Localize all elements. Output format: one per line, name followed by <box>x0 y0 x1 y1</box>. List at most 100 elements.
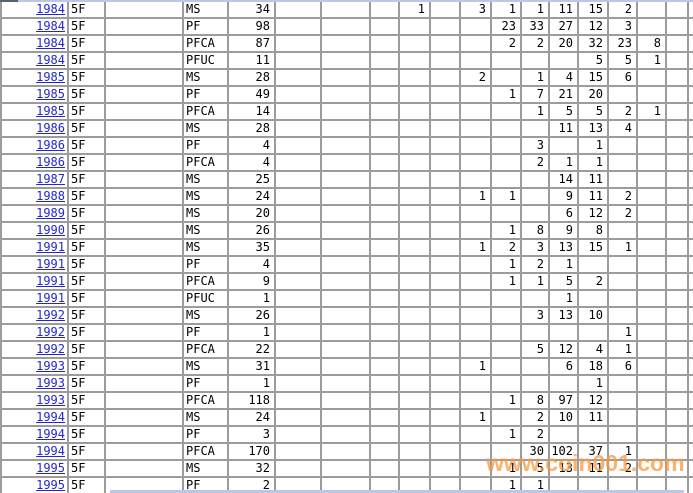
edge-cell[interactable] <box>689 410 693 425</box>
empty-cell[interactable] <box>106 444 182 459</box>
value-cell[interactable] <box>431 240 459 255</box>
edge-cell[interactable] <box>689 342 693 357</box>
floor-cell[interactable]: 5F <box>69 36 104 51</box>
empty-cell[interactable] <box>371 155 398 170</box>
value-cell[interactable] <box>638 359 665 374</box>
value-cell[interactable] <box>667 121 687 136</box>
value-cell[interactable] <box>461 19 490 34</box>
empty-cell[interactable] <box>322 461 369 476</box>
value-cell[interactable]: 1 <box>579 376 607 391</box>
value-cell[interactable]: 1 <box>492 257 520 272</box>
value-cell[interactable] <box>492 121 520 136</box>
value-cell[interactable] <box>550 53 577 68</box>
floor-cell[interactable]: 5F <box>69 461 104 476</box>
value-cell[interactable] <box>431 376 459 391</box>
empty-cell[interactable] <box>322 172 369 187</box>
code-cell[interactable]: MS <box>184 410 227 425</box>
value-cell[interactable] <box>431 206 459 221</box>
empty-cell[interactable] <box>276 70 320 85</box>
value-cell[interactable]: 5 <box>609 53 636 68</box>
value-cell[interactable]: 18 <box>579 359 607 374</box>
edge-cell[interactable] <box>689 19 693 34</box>
value-cell[interactable] <box>492 308 520 323</box>
year-link[interactable]: 1984 <box>2 2 67 17</box>
value-cell[interactable]: 10 <box>550 410 577 425</box>
floor-cell[interactable]: 5F <box>69 393 104 408</box>
empty-cell[interactable] <box>371 257 398 272</box>
value-cell[interactable]: 1 <box>492 87 520 102</box>
value-cell[interactable]: 1 <box>492 2 520 17</box>
value-cell[interactable] <box>431 189 459 204</box>
year-link[interactable]: 1995 <box>2 461 67 476</box>
floor-cell[interactable]: 5F <box>69 121 104 136</box>
value-cell[interactable] <box>461 342 490 357</box>
value-cell[interactable] <box>461 53 490 68</box>
value-cell[interactable] <box>461 393 490 408</box>
empty-cell[interactable] <box>371 410 398 425</box>
code-cell[interactable]: PFCA <box>184 104 227 119</box>
value-cell[interactable]: 3 <box>461 2 490 17</box>
year-link[interactable]: 1984 <box>2 36 67 51</box>
empty-cell[interactable] <box>322 240 369 255</box>
value-cell[interactable]: 2 <box>609 2 636 17</box>
value-cell[interactable] <box>550 478 577 493</box>
value-cell[interactable] <box>667 308 687 323</box>
value-cell[interactable] <box>638 478 665 493</box>
floor-cell[interactable]: 5F <box>69 19 104 34</box>
empty-cell[interactable] <box>276 19 320 34</box>
edge-cell[interactable] <box>689 70 693 85</box>
count-cell[interactable]: 49 <box>229 87 274 102</box>
value-cell[interactable]: 4 <box>579 342 607 357</box>
count-cell[interactable]: 31 <box>229 359 274 374</box>
value-cell[interactable] <box>609 410 636 425</box>
value-cell[interactable]: 12 <box>579 206 607 221</box>
code-cell[interactable]: MS <box>184 240 227 255</box>
empty-cell[interactable] <box>106 172 182 187</box>
empty-cell[interactable] <box>106 223 182 238</box>
value-cell[interactable] <box>461 376 490 391</box>
count-cell[interactable]: 4 <box>229 138 274 153</box>
value-cell[interactable]: 2 <box>461 70 490 85</box>
empty-cell[interactable] <box>276 308 320 323</box>
count-cell[interactable]: 118 <box>229 393 274 408</box>
value-cell[interactable] <box>667 189 687 204</box>
value-cell[interactable] <box>431 53 459 68</box>
year-link[interactable]: 1992 <box>2 325 67 340</box>
value-cell[interactable] <box>400 325 429 340</box>
value-cell[interactable]: 37 <box>579 444 607 459</box>
value-cell[interactable]: 27 <box>550 19 577 34</box>
year-link[interactable]: 1986 <box>2 121 67 136</box>
value-cell[interactable]: 2 <box>492 36 520 51</box>
empty-cell[interactable] <box>276 342 320 357</box>
value-cell[interactable] <box>638 2 665 17</box>
value-cell[interactable]: 11 <box>579 172 607 187</box>
code-cell[interactable]: MS <box>184 2 227 17</box>
count-cell[interactable]: 170 <box>229 444 274 459</box>
value-cell[interactable]: 1 <box>550 155 577 170</box>
value-cell[interactable]: 15 <box>579 2 607 17</box>
year-link[interactable]: 1985 <box>2 70 67 85</box>
value-cell[interactable] <box>431 87 459 102</box>
empty-cell[interactable] <box>371 427 398 442</box>
edge-cell[interactable] <box>689 53 693 68</box>
value-cell[interactable]: 13 <box>550 308 577 323</box>
value-cell[interactable] <box>461 155 490 170</box>
empty-cell[interactable] <box>322 478 369 493</box>
empty-cell[interactable] <box>371 461 398 476</box>
empty-cell[interactable] <box>322 274 369 289</box>
empty-cell[interactable] <box>106 291 182 306</box>
value-cell[interactable] <box>492 206 520 221</box>
year-link[interactable]: 1992 <box>2 308 67 323</box>
value-cell[interactable]: 1 <box>579 138 607 153</box>
value-cell[interactable]: 1 <box>609 325 636 340</box>
floor-cell[interactable]: 5F <box>69 189 104 204</box>
value-cell[interactable]: 6 <box>609 70 636 85</box>
value-cell[interactable]: 1 <box>609 342 636 357</box>
value-cell[interactable] <box>638 223 665 238</box>
year-link[interactable]: 1986 <box>2 138 67 153</box>
edge-cell[interactable] <box>689 325 693 340</box>
empty-cell[interactable] <box>371 70 398 85</box>
value-cell[interactable]: 32 <box>579 36 607 51</box>
value-cell[interactable]: 2 <box>522 257 548 272</box>
value-cell[interactable]: 11 <box>579 461 607 476</box>
